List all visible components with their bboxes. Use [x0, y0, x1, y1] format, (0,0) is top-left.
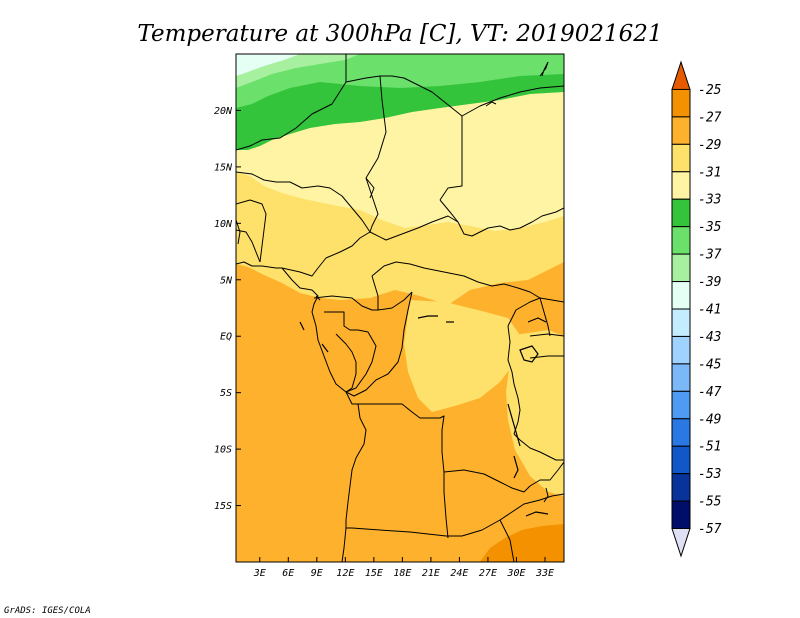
colorbar-swatch — [671, 308, 691, 337]
colorbar-swatch — [671, 60, 691, 90]
colorbar-label: -29 — [698, 138, 721, 153]
grads-credit: GrADS: IGES/COLA — [4, 606, 91, 616]
colorbar-label: -57 — [698, 522, 722, 537]
lakes — [299, 315, 549, 517]
colorbar-label: -37 — [698, 248, 722, 263]
colorbar-label: -33 — [698, 193, 721, 208]
x-tick-label: 9E — [311, 568, 323, 579]
y-tick-label: 15N — [214, 162, 233, 173]
colorbar-swatch — [671, 335, 691, 365]
colorbar-swatch — [671, 198, 691, 228]
colorbar-label: -25 — [698, 83, 722, 98]
colorbar-label: -47 — [698, 385, 722, 400]
colorbar-label: -51 — [698, 440, 721, 455]
field-band-medgreen — [236, 54, 564, 108]
colorbar-swatch — [671, 171, 691, 200]
colorbar-swatch — [671, 281, 691, 310]
colorbar-label: -27 — [698, 110, 722, 125]
coastline-details — [236, 61, 549, 503]
colorbar-label: -41 — [698, 303, 721, 318]
field-central-yellow-patch — [404, 300, 522, 412]
x-tick-label: 12E — [336, 568, 354, 579]
y-tick-label: 20N — [214, 106, 233, 117]
colorbar-swatch — [671, 363, 691, 392]
field-band-cyan — [236, 54, 300, 76]
colorbar-label: -45 — [698, 357, 722, 372]
colorbar-swatch — [671, 418, 691, 447]
colorbar-swatch — [671, 116, 691, 145]
x-tick-label: 18E — [393, 568, 411, 579]
x-tick-label: 15E — [365, 568, 383, 579]
x-tick-label: 21E — [422, 568, 440, 579]
x-tick-label: 33E — [535, 568, 554, 579]
colorbar-swatch — [671, 528, 691, 558]
x-tick-label: 27E — [479, 568, 497, 579]
colorbar-label: -31 — [698, 165, 721, 180]
plot-frame — [235, 53, 565, 563]
colorbar-swatch — [671, 253, 691, 283]
colorbar-swatch — [671, 473, 691, 502]
x-tick-label: 3E — [253, 568, 266, 579]
colorbar-label: -43 — [698, 330, 721, 345]
field-se-darkorange — [480, 524, 564, 562]
colorbar-swatch — [671, 390, 691, 420]
colorbar-label: -53 — [698, 467, 721, 482]
chart-title: Temperature at 300hPa [C], VT: 201902162… — [137, 21, 662, 47]
map-plot-area — [236, 54, 564, 562]
colorbar-swatch — [671, 500, 691, 530]
x-tick-label: 24E — [450, 568, 468, 579]
colorbar-swatch — [671, 226, 691, 255]
y-tick-label: 5S — [220, 388, 232, 399]
x-tick-label: 6E — [282, 568, 294, 579]
y-tick-label: 15S — [214, 501, 232, 512]
colorbar-swatch — [671, 445, 691, 475]
x-tick-label: 30E — [506, 568, 525, 579]
y-tick-label: EQ — [220, 332, 232, 343]
colorbar-label: -55 — [698, 495, 722, 510]
y-tick-label: 10S — [214, 445, 232, 456]
colorbar-swatch — [671, 88, 691, 118]
colorbar: -25 -27 -29 -31 -33 -35 -37 -39 -41 -43 -45 -47 -49 -… — [671, 60, 722, 558]
colorbar-swatch — [671, 143, 691, 173]
y-tick-label: 10N — [214, 219, 233, 230]
y-tick-label: 5N — [220, 275, 233, 286]
axes: 3E 6E 9E 12E 15E 18E 21E 24E 27E 30E 33E 20N 15N 10N 5… — [214, 106, 554, 579]
colorbar-label: -49 — [698, 412, 721, 427]
colorbar-label: -39 — [698, 275, 721, 290]
colorbar-label: -35 — [698, 220, 722, 235]
field-east-yellow-patch — [506, 330, 564, 496]
